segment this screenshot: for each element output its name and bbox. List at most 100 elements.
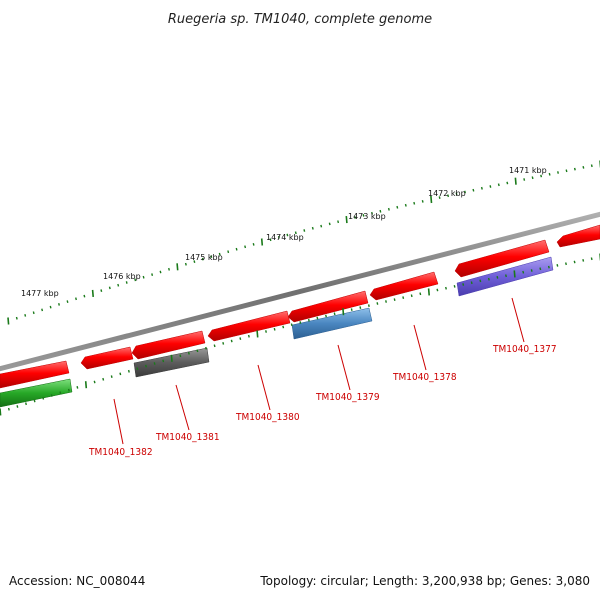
cds-arrow[interactable]: [80, 346, 134, 370]
minor-tick: [393, 298, 396, 301]
minor-tick: [273, 327, 276, 331]
minor-tick: [125, 281, 128, 284]
major-tick: [176, 263, 179, 271]
map-title: Ruegeria sp. TM1040, complete genome: [168, 12, 432, 27]
minor-tick: [179, 354, 182, 358]
cds-arrow[interactable]: [369, 271, 439, 301]
minor-tick: [590, 164, 593, 168]
cds-arrow[interactable]: [556, 224, 600, 248]
major-tick: [260, 238, 264, 246]
minor-tick: [153, 362, 156, 365]
minor-tick: [110, 375, 113, 378]
minor-tick: [376, 302, 379, 305]
minor-tick: [83, 294, 86, 298]
minor-tick: [196, 349, 199, 353]
label-leader: [337, 344, 351, 391]
minor-tick: [222, 342, 225, 345]
minor-tick: [193, 260, 196, 263]
minor-tick: [421, 200, 424, 203]
major-tick: [427, 288, 430, 296]
gene-feature-1381[interactable]: [133, 347, 210, 378]
minor-tick: [379, 209, 382, 213]
minor-tick: [136, 367, 139, 371]
minor-tick: [205, 346, 207, 350]
scale-tick-label: 1474 kbp: [266, 233, 304, 242]
major-tick: [91, 289, 94, 297]
minor-tick: [66, 300, 69, 303]
minor-tick: [362, 214, 365, 217]
minor-tick: [582, 259, 585, 262]
minor-tick: [337, 220, 340, 224]
major-tick: [514, 177, 517, 185]
minor-tick: [168, 267, 170, 271]
minor-tick: [24, 314, 27, 317]
minor-tick: [41, 308, 44, 312]
cds-arrow[interactable]: [0, 360, 70, 389]
minor-tick: [184, 262, 187, 266]
scale-tick-label: 1472 kbp: [428, 189, 466, 198]
cds-arrow[interactable]: [207, 310, 291, 342]
minor-tick: [590, 257, 593, 261]
major-tick: [345, 216, 348, 224]
major-tick: [430, 195, 433, 204]
minor-tick: [33, 399, 36, 403]
cds-arrow[interactable]: [454, 239, 550, 278]
minor-tick: [277, 235, 280, 239]
minor-tick: [413, 201, 416, 205]
minor-tick: [311, 226, 314, 230]
minor-tick: [244, 245, 247, 249]
major-tick: [0, 408, 2, 416]
gene-label-1377: TM1040_1377: [492, 344, 557, 355]
cds-arrow[interactable]: [287, 290, 369, 323]
minor-tick: [333, 312, 336, 316]
minor-tick: [32, 311, 35, 315]
minor-tick: [540, 174, 543, 178]
major-tick: [513, 270, 516, 278]
minor-tick: [410, 294, 413, 298]
gene-feature-1377[interactable]: [456, 256, 554, 297]
minor-tick: [145, 364, 147, 368]
major-tick: [84, 381, 88, 389]
scale-tick-label: 1471 kbp: [509, 166, 547, 175]
minor-tick: [142, 275, 145, 279]
major-tick: [7, 317, 10, 325]
minor-tick: [42, 396, 45, 400]
major-tick: [342, 308, 345, 316]
minor-tick: [371, 211, 373, 215]
minor-tick: [210, 255, 213, 258]
scale-tick-label: 1473 kbp: [348, 212, 386, 221]
minor-tick: [565, 262, 567, 266]
minor-tick: [573, 167, 576, 171]
label-leader: [113, 398, 124, 445]
green-feature[interactable]: [0, 378, 73, 408]
minor-tick: [396, 205, 399, 209]
minor-tick: [7, 407, 10, 411]
minor-tick: [252, 243, 255, 246]
minor-tick: [436, 288, 439, 292]
gene-label-1381: TM1040_1381: [155, 432, 220, 443]
cds-arrow[interactable]: [131, 330, 206, 360]
minor-tick: [159, 270, 162, 274]
genome-backbone: [0, 211, 600, 372]
minor-tick: [187, 351, 190, 355]
minor-tick: [328, 222, 331, 226]
scale-ring: [7, 160, 600, 325]
minor-tick: [573, 260, 576, 264]
minor-tick: [25, 402, 27, 406]
minor-tick: [367, 304, 370, 307]
gene-label-1380: TM1040_1380: [235, 412, 300, 423]
minor-tick: [489, 185, 492, 188]
minor-tick: [235, 247, 238, 251]
forward-cds-track: [0, 224, 600, 389]
minor-tick: [58, 303, 60, 306]
minor-tick: [320, 224, 323, 228]
minor-tick: [479, 279, 482, 283]
minor-tick: [350, 308, 353, 311]
minor-tick: [239, 337, 242, 340]
minor-tick: [282, 325, 285, 329]
scale-tick-label: 1476 kbp: [103, 272, 141, 281]
minor-tick: [530, 269, 533, 272]
minor-tick: [556, 264, 559, 267]
minor-tick: [100, 289, 103, 292]
